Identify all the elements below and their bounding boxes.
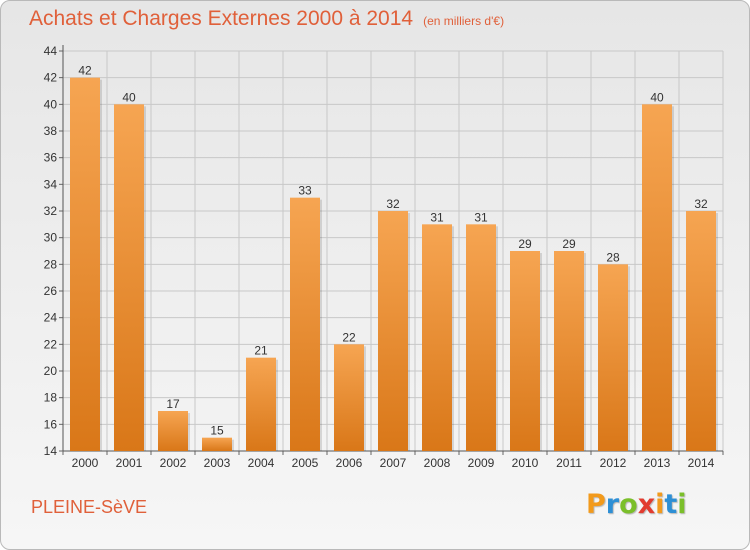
x-tick-label: 2008 (424, 456, 451, 470)
bar-value-label: 15 (210, 424, 224, 438)
bar-value-label: 33 (298, 184, 312, 198)
commune-name: PLEINE-SèVE (31, 497, 148, 517)
logo-letter: x (637, 489, 656, 520)
logo-letter: P (586, 489, 606, 520)
x-tick-label: 2006 (336, 456, 363, 470)
bar-value-label: 40 (122, 90, 136, 104)
bar-value-label: 32 (386, 197, 400, 211)
y-tick-label: 40 (44, 97, 58, 111)
x-tick-label: 2005 (292, 456, 319, 470)
x-tick-label: 2003 (204, 456, 231, 470)
bar-value-label: 17 (166, 397, 180, 411)
logo-letter: i (655, 489, 665, 520)
bar (202, 437, 232, 451)
bar (334, 344, 364, 451)
bar-value-label: 40 (650, 90, 664, 104)
bar-value-label: 22 (342, 330, 356, 344)
bar (246, 357, 276, 451)
bar (290, 197, 320, 451)
title-text: Achats et Charges Externes 2000 à 2014 (29, 7, 414, 30)
bar-value-label: 21 (254, 344, 268, 358)
bar (422, 224, 452, 451)
x-tick-label: 2002 (160, 456, 187, 470)
bar (158, 411, 188, 451)
bar-value-label: 29 (518, 237, 532, 251)
y-tick-label: 26 (44, 284, 58, 298)
logo-letter: o (619, 489, 638, 520)
x-tick-label: 2004 (248, 456, 275, 470)
y-tick-label: 14 (44, 444, 58, 458)
bar (70, 77, 100, 452)
bar (114, 104, 144, 451)
bar-value-label: 29 (562, 237, 576, 251)
bar (510, 251, 540, 451)
bar-value-label: 32 (694, 197, 708, 211)
bar-value-label: 28 (606, 250, 620, 264)
bar (378, 211, 408, 451)
bar-chart: 14 16 18 20 22 24 26 28 30 32 34 36 38 40 42 44 2000 2001… (44, 44, 724, 470)
y-tick-label: 22 (44, 337, 58, 351)
y-tick-label: 42 (44, 71, 58, 85)
x-tick-label: 2011 (556, 456, 582, 470)
y-tick-label: 32 (44, 204, 58, 218)
bar (598, 264, 628, 451)
y-tick-label: 36 (44, 151, 58, 165)
logo-letter: t (664, 489, 678, 520)
bar (686, 211, 716, 451)
unit-label: (en milliers d'€) (423, 14, 505, 28)
x-tick-label: 2009 (468, 456, 495, 470)
logo-letter: i (677, 489, 687, 520)
bar (642, 104, 672, 451)
x-tick-label: 2010 (512, 456, 539, 470)
proxiti-logo[interactable]: Proxiti (586, 489, 687, 520)
y-tick-label: 44 (44, 44, 58, 58)
bar-value-label: 31 (474, 210, 488, 224)
y-tick-label: 16 (44, 417, 58, 431)
bars: 42 40 17 15 21 33 22 32 31 31 29 29 28 40 32 (70, 64, 718, 452)
x-tick-label: 2014 (688, 456, 715, 470)
bar (554, 251, 584, 451)
chart-title: Achats et Charges Externes 2000 à 2014 (e… (29, 7, 504, 31)
logo-letter: r (605, 489, 620, 520)
x-tick-label: 2013 (644, 456, 671, 470)
y-tick-label: 38 (44, 124, 58, 138)
bar-value-label: 42 (78, 64, 92, 78)
y-tick-label: 18 (44, 391, 58, 405)
x-tick-label: 2012 (600, 456, 627, 470)
x-tick-label: 2001 (116, 456, 143, 470)
bar-value-label: 31 (430, 210, 444, 224)
x-tick-label: 2000 (72, 456, 99, 470)
y-tick-label: 20 (44, 364, 58, 378)
y-tick-label: 34 (44, 177, 58, 191)
x-tick-label: 2007 (380, 456, 407, 470)
y-tick-label: 30 (44, 231, 58, 245)
bar (466, 224, 496, 451)
y-tick-label: 28 (44, 257, 58, 271)
y-tick-label: 24 (44, 311, 58, 325)
